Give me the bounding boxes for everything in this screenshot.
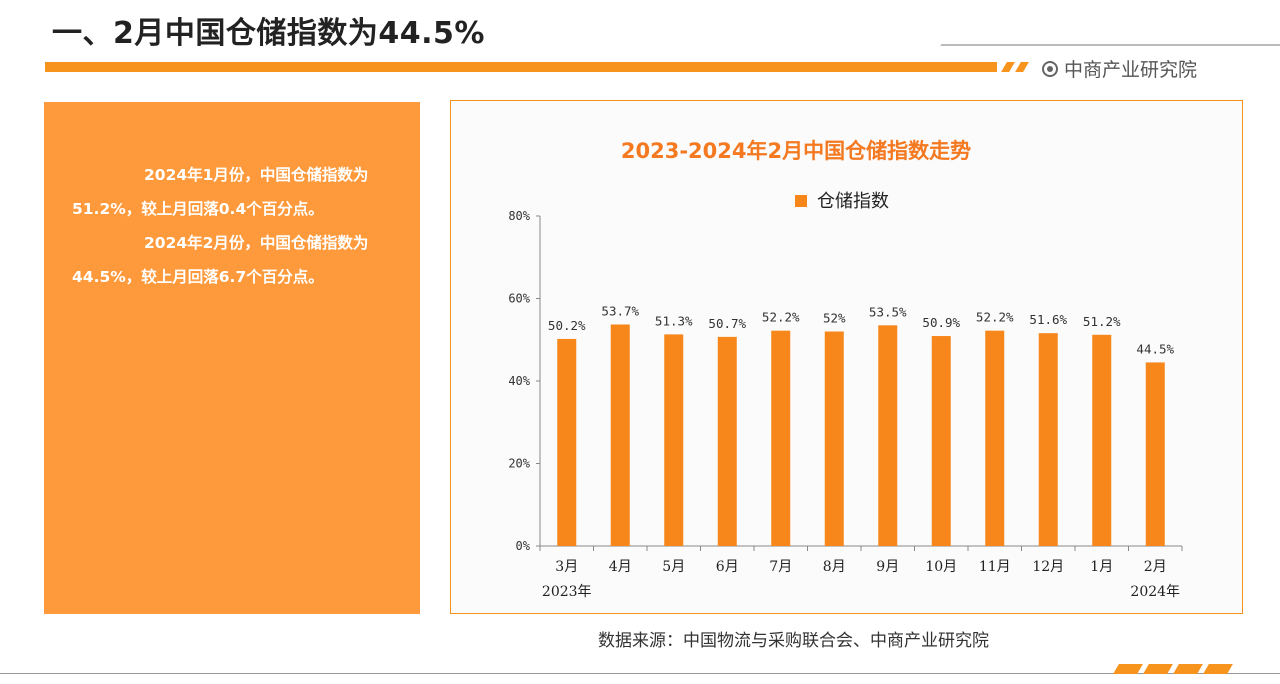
brand: 中商产业研究院 bbox=[1042, 55, 1197, 82]
data-label: 52.2% bbox=[762, 310, 800, 325]
bar bbox=[878, 325, 898, 546]
summary-paragraph-2: 2024年2月份，中国仓储指数为44.5%，较上月回落6.7个百分点。 bbox=[72, 234, 369, 286]
data-source: 数据来源：中国物流与采购联合会、中商产业研究院 bbox=[598, 631, 989, 651]
bar bbox=[985, 330, 1005, 546]
data-label: 52.2% bbox=[976, 310, 1014, 325]
x-tick-label: 11月 bbox=[979, 559, 1011, 575]
page-title: 一、2月中国仓储指数为44.5% bbox=[52, 16, 485, 51]
x-tick-label: 8月 bbox=[823, 559, 846, 575]
data-label: 44.5% bbox=[1136, 341, 1174, 356]
brand-name: 中商产业研究院 bbox=[1064, 59, 1198, 81]
y-tick-label: 80% bbox=[508, 209, 530, 223]
x-tick-label: 12月 bbox=[1032, 559, 1064, 575]
year-label-start: 2023年 bbox=[542, 584, 592, 600]
bar bbox=[1145, 362, 1165, 546]
data-label: 50.7% bbox=[708, 316, 746, 331]
x-tick-label: 1月 bbox=[1090, 559, 1113, 575]
summary-panel: 2024年1月份，中国仓储指数为51.2%，较上月回落0.4个百分点。 2024… bbox=[44, 102, 420, 614]
y-tick-label: 20% bbox=[508, 457, 530, 471]
x-tick-label: 6月 bbox=[716, 559, 739, 575]
data-label: 52% bbox=[823, 311, 846, 326]
year-label-end: 2024年 bbox=[1130, 584, 1180, 600]
legend-label: 仓储指数 bbox=[817, 191, 889, 212]
data-label: 50.2% bbox=[548, 318, 586, 333]
chart-title: 2023-2024年2月中国仓储指数走势 bbox=[621, 139, 971, 163]
data-label: 51.2% bbox=[1083, 314, 1121, 329]
data-label: 53.7% bbox=[601, 303, 639, 318]
header-accent-bar bbox=[45, 62, 997, 72]
bar bbox=[717, 336, 737, 546]
footer-divider bbox=[0, 673, 1280, 674]
bar bbox=[664, 334, 684, 546]
legend-swatch bbox=[795, 195, 807, 207]
data-label: 50.9% bbox=[922, 315, 960, 330]
y-tick-label: 40% bbox=[508, 374, 530, 388]
bar bbox=[1092, 334, 1112, 546]
x-tick-label: 10月 bbox=[925, 559, 957, 575]
bar bbox=[824, 331, 844, 546]
summary-paragraph-1: 2024年1月份，中国仓储指数为51.2%，较上月回落0.4个百分点。 bbox=[72, 166, 369, 218]
x-tick-label: 7月 bbox=[769, 559, 792, 575]
bar bbox=[610, 324, 630, 546]
bar bbox=[1038, 333, 1058, 546]
bar bbox=[557, 338, 577, 546]
y-tick-label: 60% bbox=[508, 292, 530, 306]
y-tick-label: 0% bbox=[516, 539, 531, 553]
summary-text: 2024年1月份，中国仓储指数为51.2%，较上月回落0.4个百分点。 2024… bbox=[44, 158, 420, 294]
x-tick-label: 9月 bbox=[876, 559, 899, 575]
x-tick-label: 2月 bbox=[1144, 559, 1167, 575]
x-tick-label: 5月 bbox=[662, 559, 685, 575]
bar bbox=[931, 336, 951, 546]
data-label: 51.6% bbox=[1029, 312, 1067, 327]
x-tick-label: 4月 bbox=[609, 559, 632, 575]
x-tick-label: 3月 bbox=[555, 559, 578, 575]
header-divider bbox=[940, 44, 1280, 46]
data-label: 53.5% bbox=[869, 304, 907, 319]
brand-logo-icon bbox=[1042, 60, 1058, 77]
bar bbox=[771, 330, 791, 546]
data-label: 51.3% bbox=[655, 313, 693, 328]
